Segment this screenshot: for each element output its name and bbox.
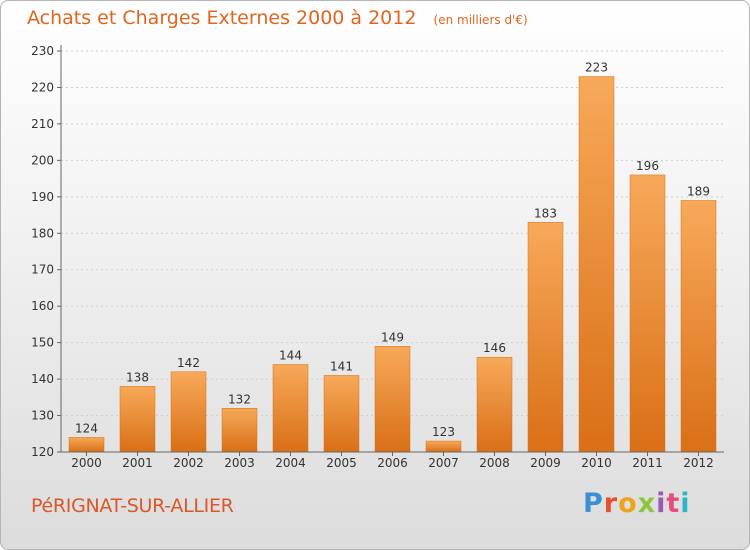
y-tick-label: 230: [31, 44, 54, 58]
y-tick-label: 190: [31, 190, 54, 204]
labels: 120 130 140 150 160 170 180 190 200 210 220 230 124 2…: [31, 44, 714, 470]
x-tick-label: 2002: [173, 456, 204, 470]
data-label: 144: [279, 349, 302, 363]
bar: [476, 356, 513, 453]
data-label: 146: [483, 341, 506, 355]
y-tick-label: 160: [31, 299, 54, 313]
chart-title: Achats et Charges Externes 2000 à 2012: [27, 7, 417, 29]
bar: [527, 222, 564, 453]
bar: [680, 200, 717, 453]
y-tick-label: 120: [31, 445, 54, 459]
x-tick-label: 2005: [326, 456, 357, 470]
x-tick-label: 2003: [224, 456, 255, 470]
y-tick-label: 200: [31, 153, 54, 167]
brand-logo: Proxiti: [583, 488, 691, 519]
data-label: 141: [330, 359, 353, 373]
bar: [425, 440, 462, 453]
data-label: 223: [585, 61, 608, 75]
y-tick-label: 180: [31, 226, 54, 240]
bar: [272, 364, 309, 453]
x-tick-label: 2006: [377, 456, 408, 470]
bars: [68, 76, 717, 453]
x-tick-label: 2009: [530, 456, 561, 470]
data-label: 124: [75, 421, 98, 435]
data-label: 138: [126, 370, 149, 384]
chart-unit: (en milliers d'€): [433, 13, 528, 27]
x-tick-label: 2000: [71, 456, 102, 470]
y-tick-label: 140: [31, 372, 54, 386]
data-label: 189: [687, 184, 710, 198]
x-tick-label: 2007: [428, 456, 459, 470]
x-tick-label: 2012: [683, 456, 714, 470]
data-label: 123: [432, 425, 455, 439]
x-tick-label: 2008: [479, 456, 510, 470]
x-tick-label: 2010: [581, 456, 612, 470]
y-tick-label: 130: [31, 409, 54, 423]
data-label: 149: [381, 330, 404, 344]
bar: [170, 371, 207, 453]
x-tick-label: 2004: [275, 456, 306, 470]
bar: [323, 375, 360, 453]
bar: [629, 174, 666, 453]
axes: [57, 45, 724, 456]
bar: [578, 76, 615, 453]
title-row: Achats et Charges Externes 2000 à 2012 (…: [27, 7, 528, 29]
y-tick-label: 170: [31, 263, 54, 277]
bar: [221, 408, 258, 453]
y-tick-label: 150: [31, 336, 54, 350]
bar: [68, 437, 105, 453]
y-tick-label: 220: [31, 80, 54, 94]
x-tick-label: 2001: [122, 456, 153, 470]
x-tick-label: 2011: [632, 456, 663, 470]
bar: [119, 386, 156, 453]
data-label: 132: [228, 392, 251, 406]
data-label: 142: [177, 356, 200, 370]
bar: [374, 346, 411, 453]
data-label: 196: [636, 159, 659, 173]
y-tick-label: 210: [31, 117, 54, 131]
city-name: PéRIGNAT-SUR-ALLIER: [31, 495, 234, 517]
data-label: 183: [534, 206, 557, 220]
